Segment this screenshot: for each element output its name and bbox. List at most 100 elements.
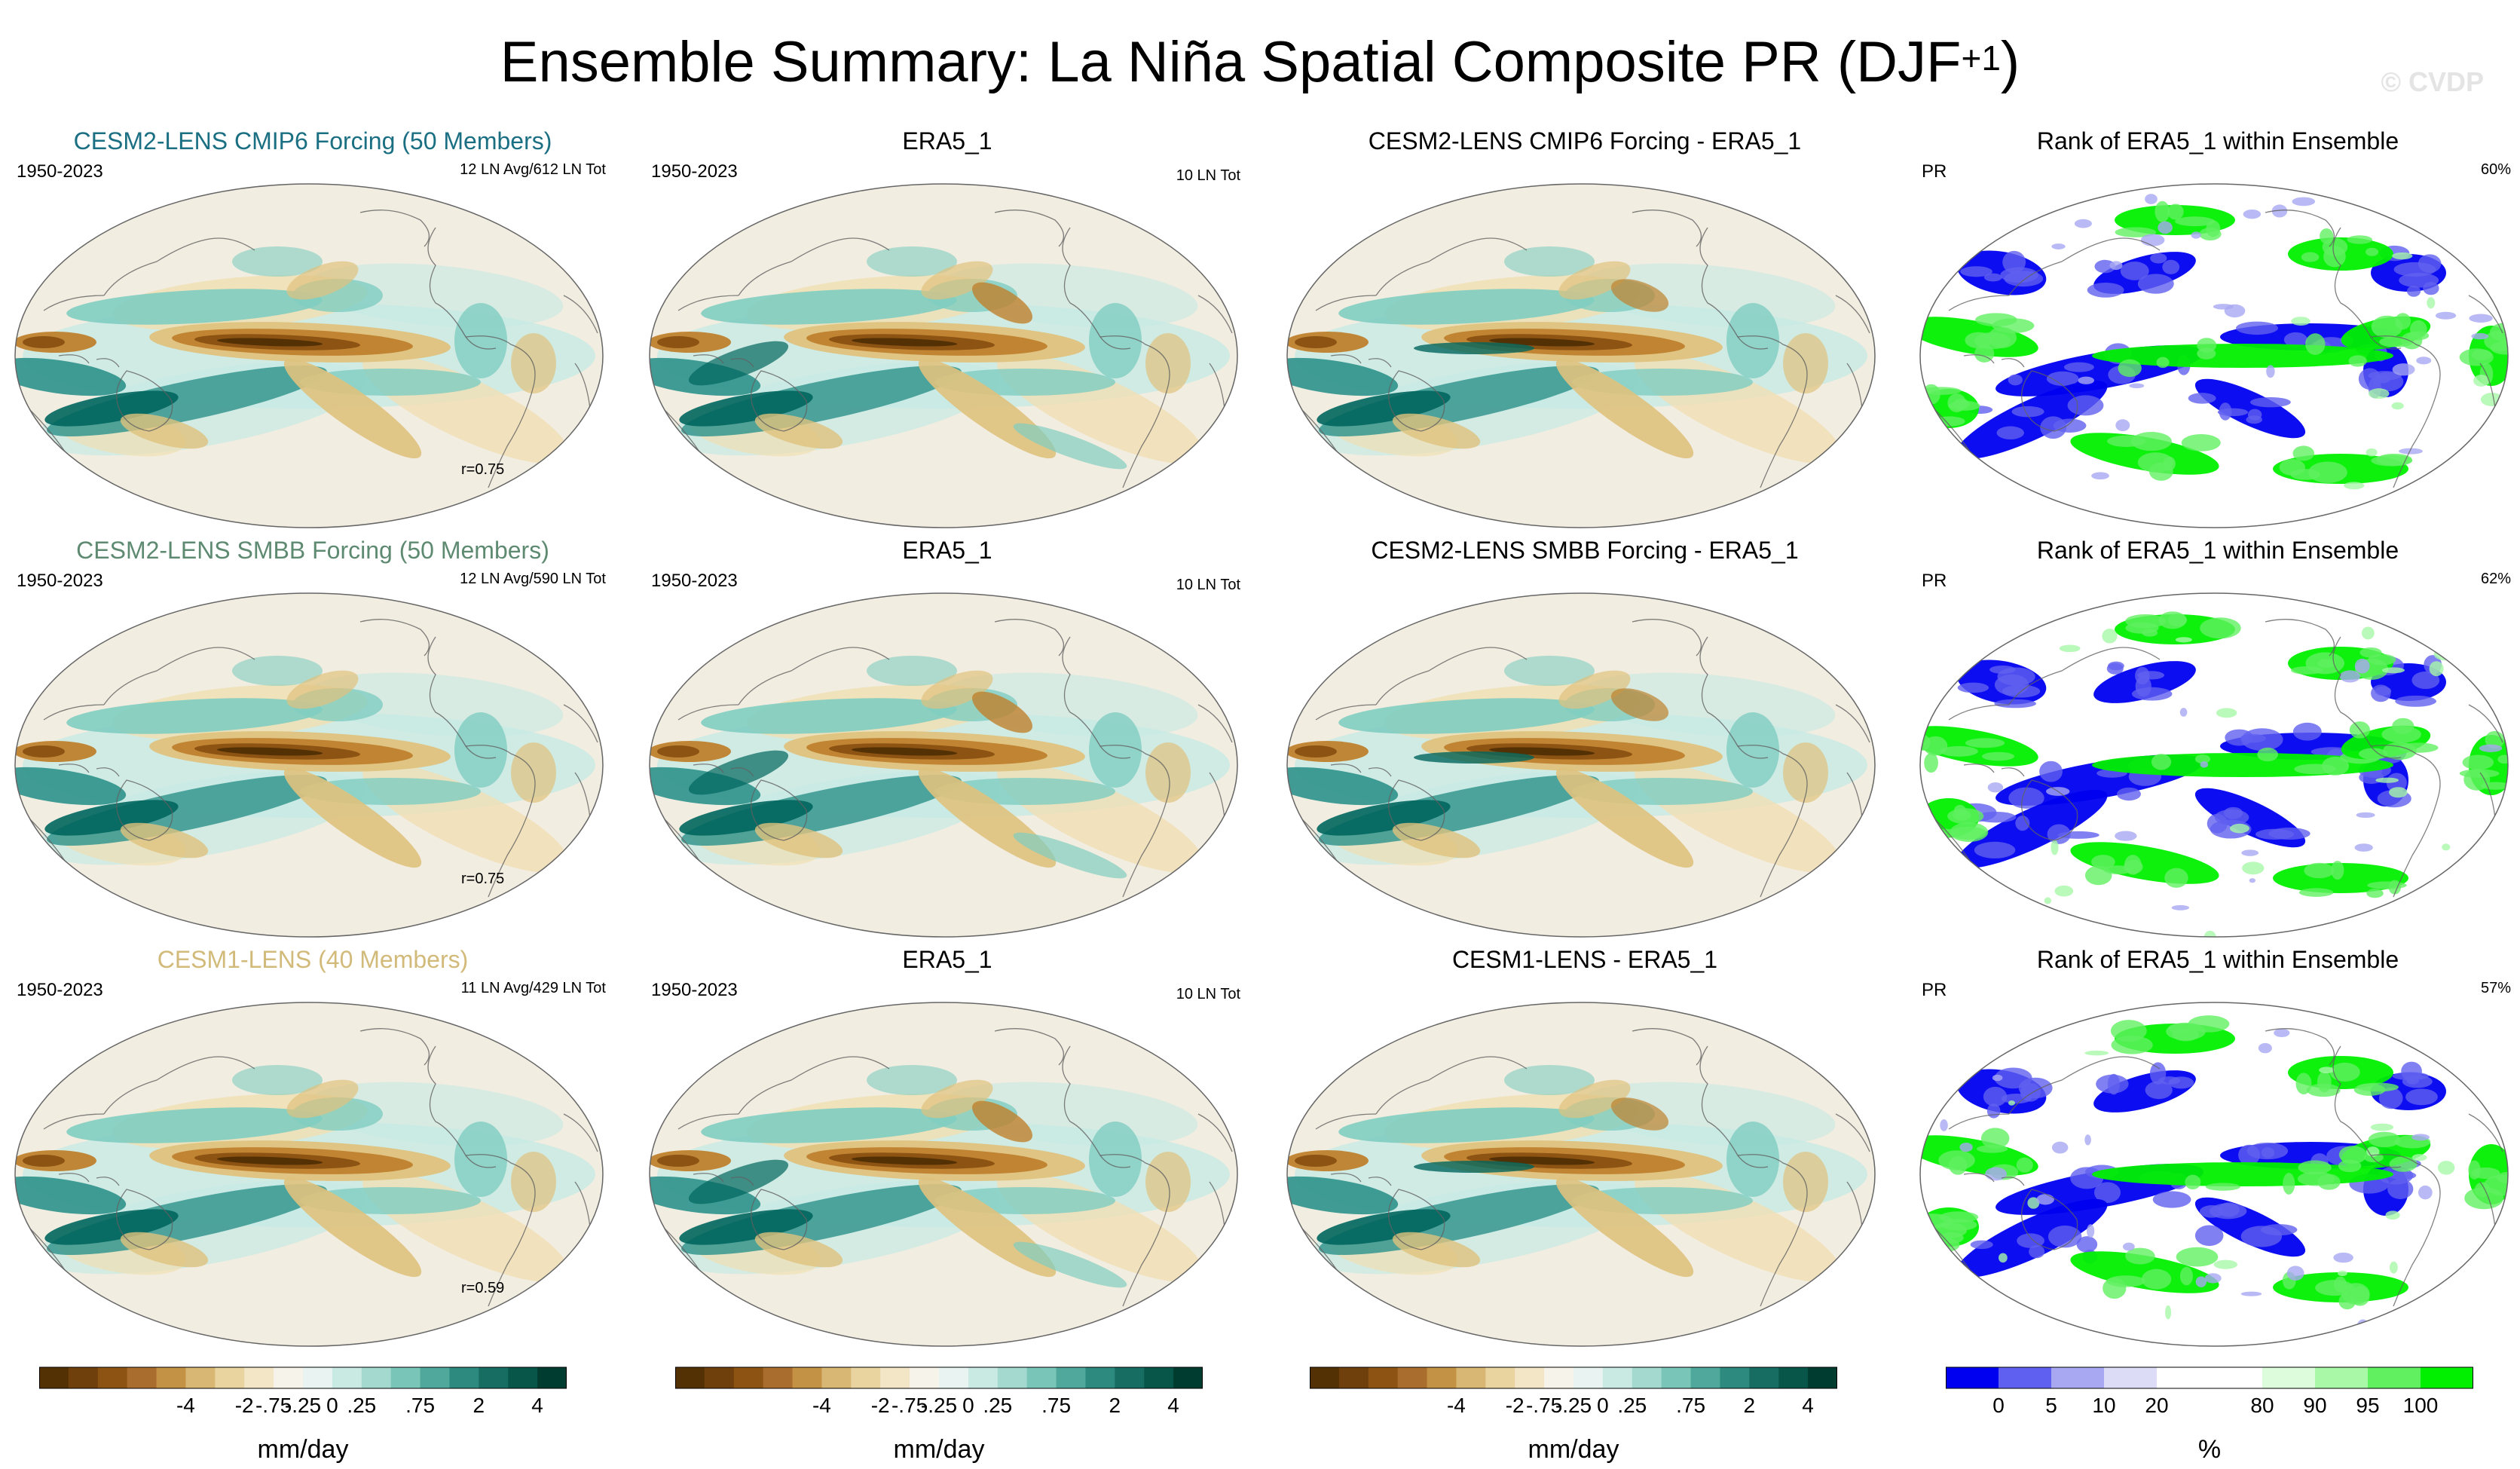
panel-top-left-label: PR — [1922, 980, 1947, 1000]
colorbar-swatch — [792, 1367, 823, 1388]
colorbar-tick-label: -.25 — [921, 1394, 957, 1417]
colorbar-tick-label: -2 — [871, 1394, 890, 1417]
panel-title: CESM1-LENS (40 Members) — [157, 946, 469, 973]
panel-title: ERA5_1 — [902, 537, 992, 564]
colorbar-swatch — [763, 1367, 794, 1388]
colorbar-swatch — [1338, 1367, 1369, 1388]
colorbar-swatch — [1026, 1367, 1057, 1388]
colorbar-tick-label: 20 — [2145, 1394, 2168, 1417]
colorbar-tick-label: 0 — [1597, 1394, 1609, 1417]
colorbar-tick-label: .75 — [1676, 1394, 1705, 1417]
panel-top-left-label: 1950-2023 — [651, 571, 738, 591]
panel-title: CESM2-LENS CMIP6 Forcing (50 Members) — [73, 127, 552, 155]
colorbar-tick-label: -.75 — [891, 1394, 928, 1417]
colorbar-swatch — [1368, 1367, 1399, 1388]
colorbar-swatch — [733, 1367, 764, 1388]
panel-title: CESM1-LENS - ERA5_1 — [1451, 946, 1718, 973]
colorbar-swatch — [274, 1367, 304, 1388]
colorbar-swatch — [1720, 1367, 1750, 1388]
colorbar-swatch — [479, 1367, 509, 1388]
colorbar-swatch — [449, 1367, 479, 1388]
colorbar-swatch — [1946, 1367, 1999, 1388]
colorbar-swatch — [1602, 1367, 1633, 1388]
colorbar-swatch — [244, 1367, 274, 1388]
colorbar-swatch — [1544, 1367, 1574, 1388]
panel-title: CESM2-LENS CMIP6 Forcing - ERA5_1 — [1368, 127, 1802, 155]
colorbar-swatch — [2210, 1367, 2263, 1388]
panel-top-left-label: 1950-2023 — [651, 161, 738, 182]
panel-top-left-label: PR — [1922, 161, 1947, 182]
map-panel-obs: ERA5_1 1950-2023 10 LN Tot — [635, 533, 1260, 940]
rank-map — [1919, 592, 2509, 938]
colorbar-swatch — [2104, 1367, 2158, 1388]
panel-top-left-label: 1950-2023 — [651, 980, 738, 1000]
colorbar-swatch — [851, 1367, 881, 1388]
colorbar-tick-label: 10 — [2092, 1394, 2115, 1417]
colorbar-tick-label: 80 — [2250, 1394, 2274, 1417]
colorbar-swatch — [215, 1367, 245, 1388]
map-panel-model: CESM2-LENS SMBB Forcing (50 Members) 195… — [0, 533, 625, 940]
panel-title: Rank of ERA5_1 within Ensemble — [2036, 946, 2399, 973]
colorbar-tick-label: 0 — [962, 1394, 974, 1417]
colorbar-pr: -4 -2 -.75 -.25 0 .25 .75 2 4 mm/day — [675, 1363, 1203, 1468]
colorbar-swatch — [2368, 1367, 2421, 1388]
colorbar-unit-label: mm/day — [893, 1435, 985, 1464]
colorbar-swatch — [997, 1367, 1028, 1388]
colorbar-swatch — [1310, 1367, 1340, 1388]
colorbar-tick-label: .25 — [983, 1394, 1012, 1417]
colorbar-swatch — [1690, 1367, 1721, 1388]
pattern-correlation-label: r=0.75 — [461, 461, 505, 478]
colorbar-swatch — [1808, 1367, 1837, 1388]
colorbar-unit-label: mm/day — [1528, 1435, 1619, 1464]
colorbar-tick-label: -2 — [1506, 1394, 1525, 1417]
map-panel-obs: ERA5_1 1950-2023 10 LN Tot — [635, 124, 1260, 531]
colorbar-tick-label: -.25 — [285, 1394, 321, 1417]
colorbar-swatch — [1456, 1367, 1486, 1388]
colorbar-swatch — [1749, 1367, 1779, 1388]
colorbar-tick-label: -4 — [176, 1394, 195, 1417]
colorbar-tick-label: .25 — [1617, 1394, 1647, 1417]
colorbar-swatch — [1056, 1367, 1087, 1388]
panel-top-right-label: 12 LN Avg/612 LN Tot — [460, 161, 606, 178]
colorbar-swatch — [390, 1367, 421, 1388]
panel-top-right-label: 10 LN Tot — [1176, 167, 1240, 184]
colorbar-pr: -4 -2 -.75 -.25 0 .25 .75 2 4 mm/day — [39, 1363, 567, 1468]
colorbar-swatch — [2421, 1367, 2473, 1388]
map-panel-rank: Rank of ERA5_1 within Ensemble PR 57% — [1905, 942, 2520, 1349]
colorbar-unit-label: mm/day — [257, 1435, 349, 1464]
colorbar-tick-label: 95 — [2356, 1394, 2379, 1417]
pattern-correlation-label: r=0.75 — [461, 871, 505, 887]
colorbar-swatch — [968, 1367, 999, 1388]
colorbar-tick-label: 2 — [1109, 1394, 1121, 1417]
panel-top-left-label: 1950-2023 — [17, 980, 103, 1000]
colorbar-swatch — [1085, 1367, 1115, 1388]
panel-top-left-label: PR — [1922, 571, 1947, 591]
map-panel-diff: CESM2-LENS CMIP6 Forcing - ERA5_1 — [1272, 124, 1898, 531]
colorbar-swatch — [1515, 1367, 1545, 1388]
colorbar-swatch — [420, 1367, 451, 1388]
colorbar-swatch — [303, 1367, 333, 1388]
colorbar-tick-label: 0 — [326, 1394, 338, 1417]
rank-map — [1919, 183, 2509, 528]
panel-top-left-label: 1950-2023 — [17, 571, 103, 591]
colorbar-swatch — [939, 1367, 969, 1388]
pattern-correlation-label: r=0.59 — [461, 1280, 505, 1296]
colorbar-swatch — [68, 1367, 99, 1388]
colorbar-swatch — [332, 1367, 362, 1388]
colorbar-swatch — [1173, 1367, 1203, 1388]
colorbar-tick-label: .75 — [405, 1394, 435, 1417]
colorbar-swatch — [2051, 1367, 2105, 1388]
colorbar-swatch — [1999, 1367, 2052, 1388]
colorbar-tick-label: 0 — [1992, 1394, 2005, 1417]
colorbar-tick-label: 100 — [2403, 1394, 2439, 1417]
colorbar-tick-label: 2 — [1744, 1394, 1756, 1417]
panel-top-right-label: 11 LN Avg/429 LN Tot — [460, 980, 606, 996]
obs-map — [649, 592, 1238, 938]
colorbar-swatch — [39, 1367, 69, 1388]
colorbar-swatch — [537, 1367, 567, 1388]
colorbar-tick-label: 90 — [2303, 1394, 2326, 1417]
diff-map — [1286, 1002, 1876, 1347]
colorbar-pr: -4 -2 -.75 -.25 0 .25 .75 2 4 mm/day — [1310, 1363, 1837, 1468]
colorbar-tick-label: 4 — [531, 1394, 543, 1417]
colorbar-tick-label: 2 — [473, 1394, 485, 1417]
